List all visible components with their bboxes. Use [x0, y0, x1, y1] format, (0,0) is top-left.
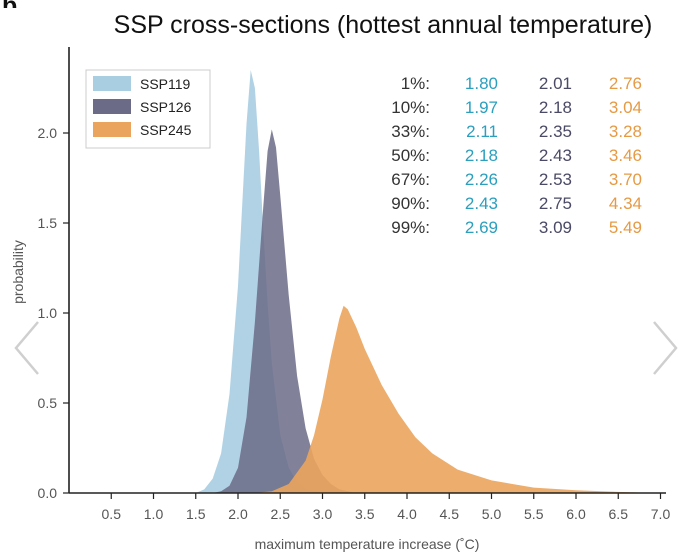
y-ticks: 0.0 0.5 1.0 1.5 2.0: [38, 125, 69, 501]
quantile-value: 2.69: [465, 218, 498, 237]
legend-label-ssp245: SSP245: [140, 122, 192, 138]
quantile-value: 2.76: [609, 74, 642, 93]
quantile-label: 10%:: [391, 98, 430, 117]
quantile-value: 2.01: [539, 74, 572, 93]
quantile-table: 1%: 1.80 2.01 2.76 10%: 1.97 2.18 3.04 33%: 2.11 2…: [391, 74, 642, 237]
y-axis-label: probability: [10, 240, 26, 304]
panel-letter-text: b.: [2, 0, 24, 20]
quantile-value: 2.43: [539, 146, 572, 165]
quantile-value: 2.18: [539, 98, 572, 117]
x-tick-label: 1.5: [186, 506, 206, 522]
chart-title: SSP cross-sections (hottest annual tempe…: [114, 11, 653, 39]
x-tick-label: 5.0: [482, 506, 502, 522]
x-tick-label: 6.5: [609, 506, 629, 522]
panel-letter: b.: [2, 0, 24, 20]
quantile-value: 1.97: [465, 98, 498, 117]
y-tick-label: 1.0: [38, 305, 58, 321]
quantile-value: 3.46: [609, 146, 642, 165]
legend-swatch-ssp245: [93, 122, 131, 137]
x-tick-label: 3.0: [313, 506, 333, 522]
x-tick-label: 1.0: [144, 506, 164, 522]
quantile-value: 5.49: [609, 218, 642, 237]
legend-label-ssp119: SSP119: [140, 76, 191, 92]
quantile-label: 90%:: [391, 194, 430, 213]
series-areas: [195, 70, 661, 493]
legend: SSP119 SSP126 SSP245: [85, 69, 211, 149]
quantile-value: 2.75: [539, 194, 572, 213]
y-tick-label: 0.0: [38, 485, 58, 501]
quantile-label: 1%:: [401, 74, 430, 93]
y-tick-label: 2.0: [38, 125, 58, 141]
quantile-label: 67%:: [391, 170, 430, 189]
quantile-label: 50%:: [391, 146, 430, 165]
x-axis-label: maximum temperature increase (˚C): [255, 536, 480, 552]
quantile-value: 3.09: [539, 218, 572, 237]
x-tick-label: 6.0: [566, 506, 586, 522]
legend-swatch-ssp126: [93, 99, 131, 114]
quantile-value: 3.04: [609, 98, 642, 117]
x-tick-label: 4.5: [440, 506, 460, 522]
legend-swatch-ssp119: [93, 76, 131, 91]
x-tick-label: 2.0: [228, 506, 248, 522]
x-ticks: 0.5 1.0 1.5 2.0 2.5 3.0 3.5 4.0 4.5 5.0 5.5 6.0 6.5 7…: [102, 493, 671, 522]
x-tick-label: 7.0: [651, 506, 671, 522]
quantile-value: 2.53: [539, 170, 572, 189]
quantile-value: 3.70: [609, 170, 642, 189]
x-tick-label: 2.5: [271, 506, 291, 522]
quantile-value: 2.35: [539, 122, 572, 141]
y-tick-label: 0.5: [38, 395, 58, 411]
series-area-ssp126: [212, 129, 357, 493]
quantile-value: 2.26: [465, 170, 498, 189]
quantile-value: 1.80: [465, 74, 498, 93]
chevron-right-icon[interactable]: [650, 318, 680, 378]
series-area-ssp245: [254, 305, 661, 493]
quantile-value: 4.34: [609, 194, 642, 213]
x-tick-label: 0.5: [102, 506, 122, 522]
quantile-value: 2.18: [465, 146, 498, 165]
legend-label-ssp126: SSP126: [140, 99, 192, 115]
quantile-value: 2.11: [466, 122, 498, 141]
x-tick-label: 3.5: [355, 506, 375, 522]
x-tick-label: 5.5: [524, 506, 544, 522]
chevron-left-icon[interactable]: [12, 318, 42, 378]
quantile-value: 3.28: [609, 122, 642, 141]
quantile-label: 33%:: [391, 122, 430, 141]
y-tick-label: 1.5: [38, 215, 58, 231]
quantile-value: 2.43: [465, 194, 498, 213]
x-tick-label: 4.0: [397, 506, 417, 522]
quantile-label: 99%:: [391, 218, 430, 237]
